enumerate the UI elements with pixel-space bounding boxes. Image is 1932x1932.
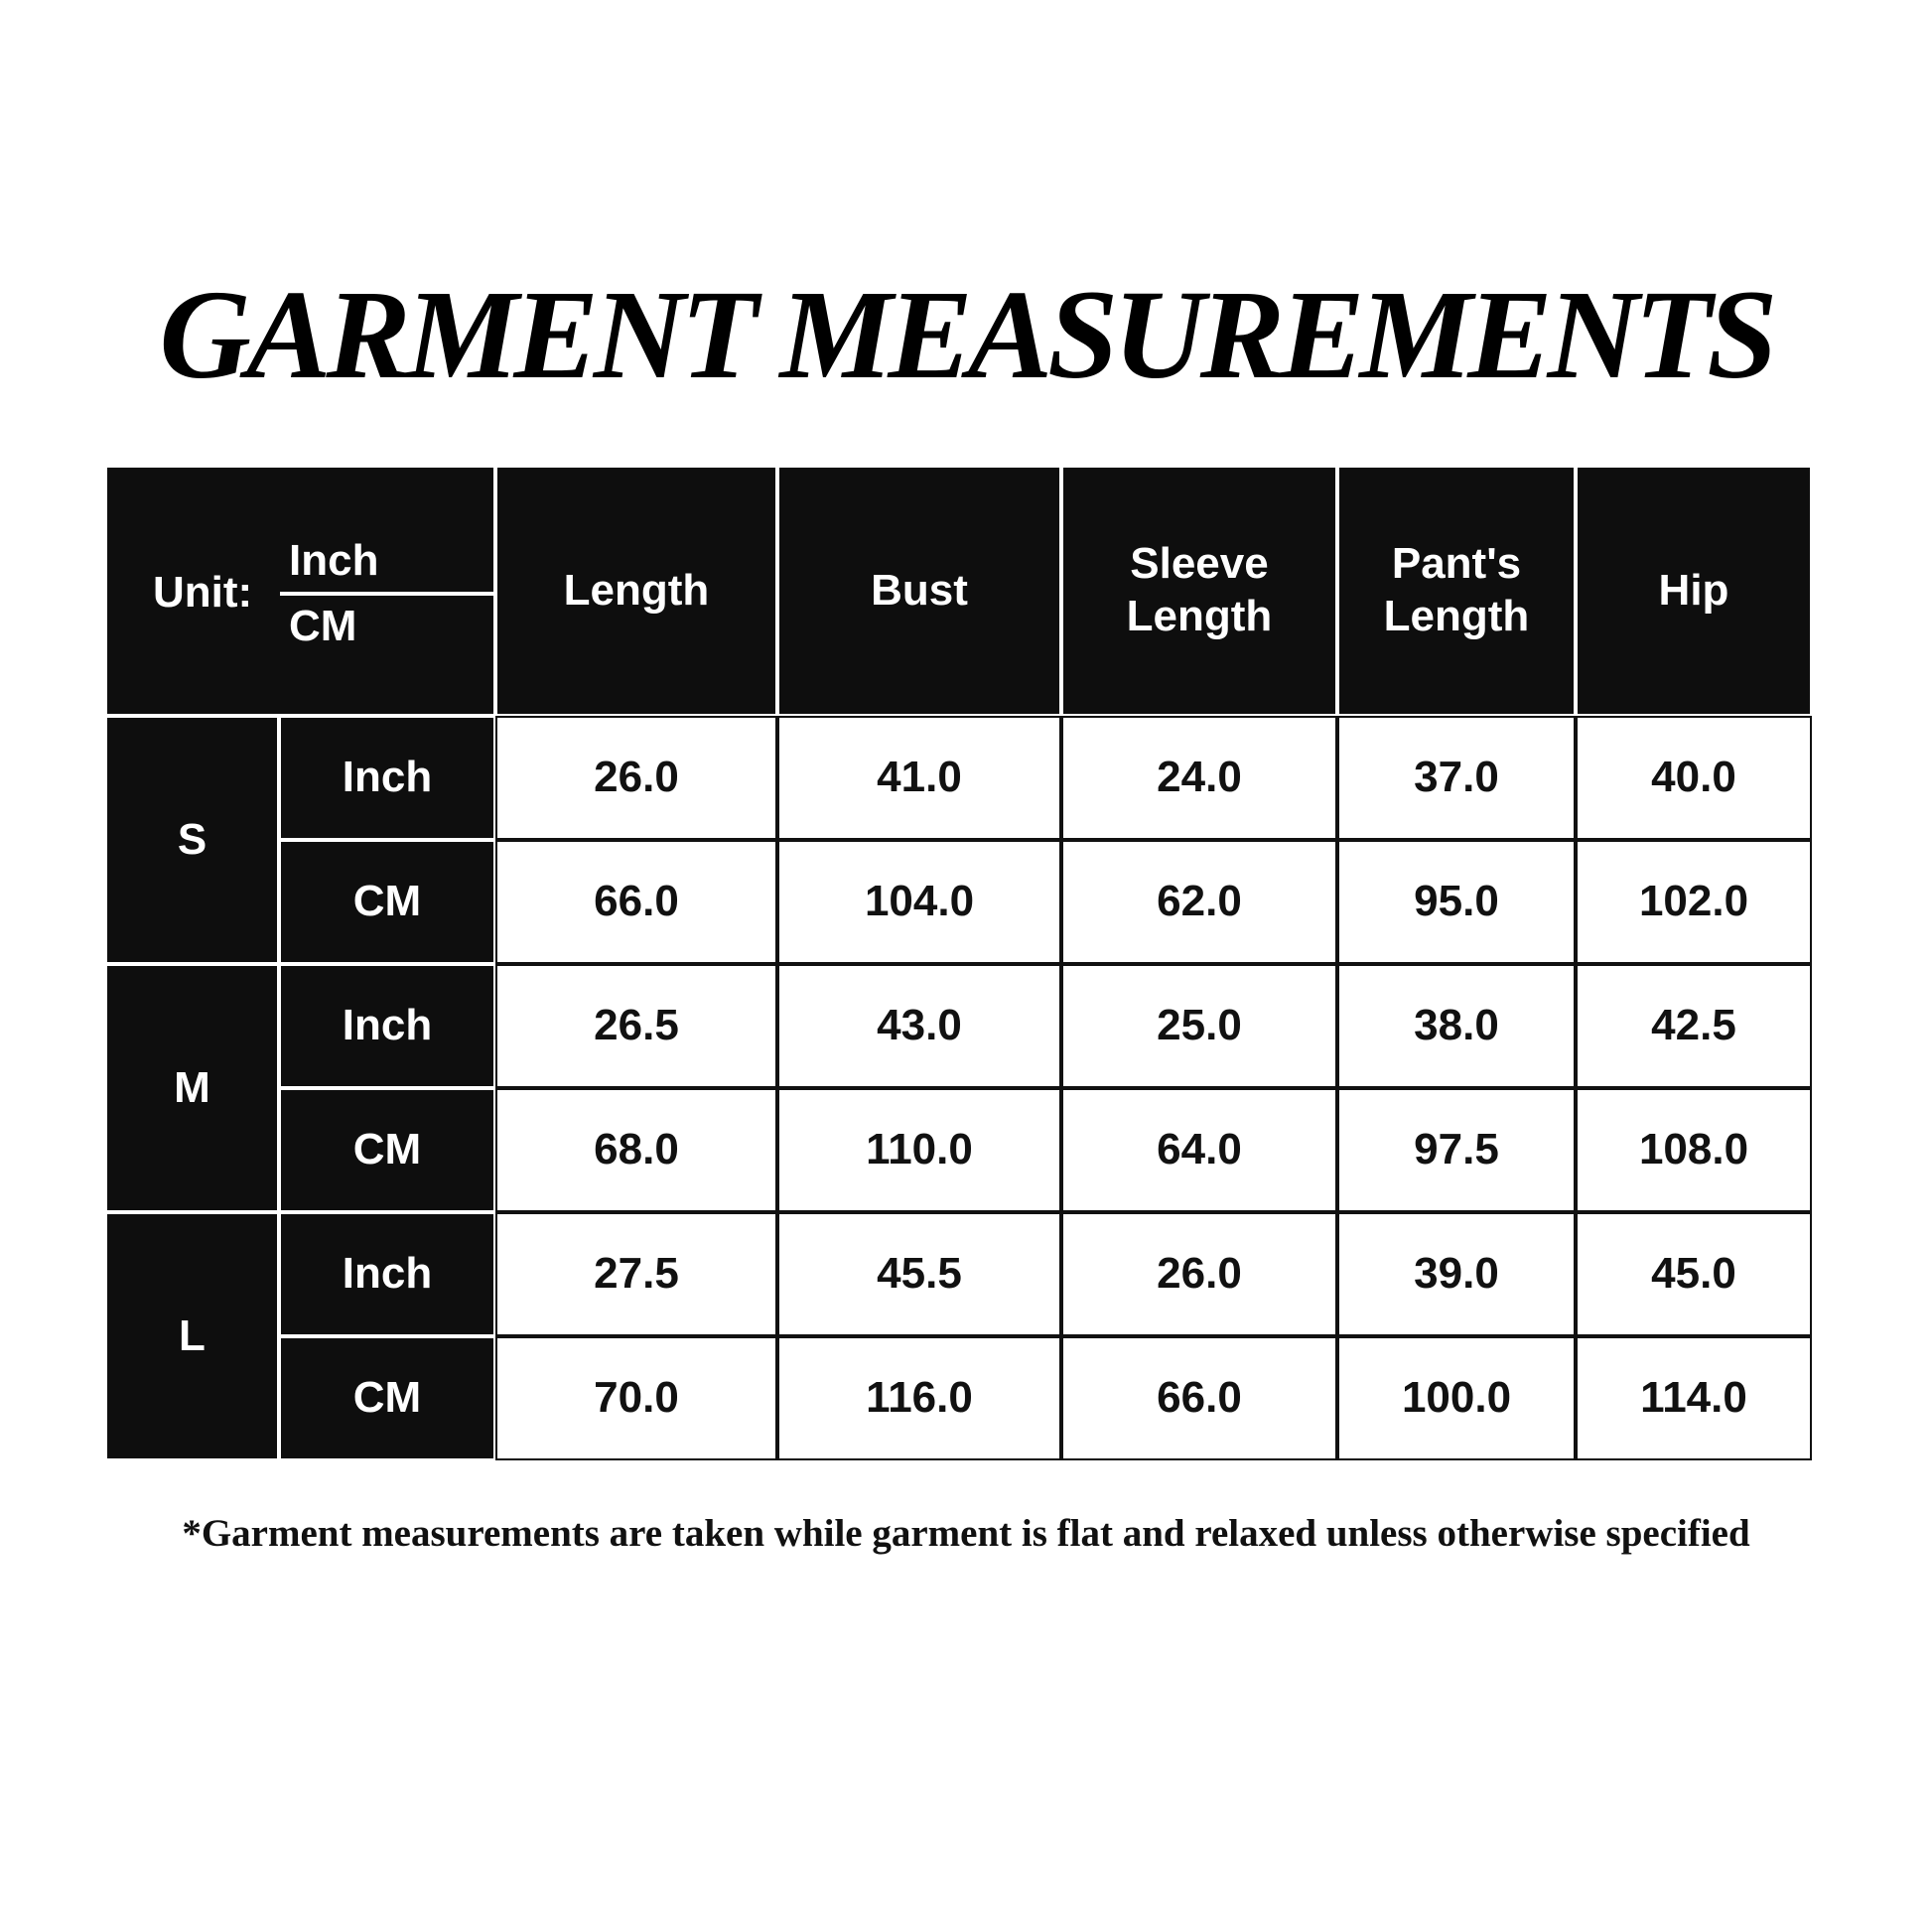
measurement-cell: 25.0 bbox=[1061, 964, 1337, 1088]
measurement-cell: 45.0 bbox=[1576, 1212, 1812, 1336]
measurement-cell: 26.0 bbox=[1061, 1212, 1337, 1336]
unit-header: Unit: Inch CM bbox=[105, 466, 495, 716]
size-chart-table: Unit: Inch CM Length Bust Sleeve Length Pan… bbox=[105, 466, 1812, 1460]
measurement-cell: 100.0 bbox=[1337, 1336, 1576, 1460]
unit-cell: CM bbox=[279, 1088, 495, 1212]
measurement-cell: 38.0 bbox=[1337, 964, 1576, 1088]
measurement-cell: 108.0 bbox=[1576, 1088, 1812, 1212]
measurement-cell: 24.0 bbox=[1061, 716, 1337, 840]
measurement-cell: 70.0 bbox=[495, 1336, 777, 1460]
measurement-cell: 64.0 bbox=[1061, 1088, 1337, 1212]
unit-cell: Inch bbox=[279, 964, 495, 1088]
unit-cell: CM bbox=[279, 1336, 495, 1460]
footnote: *Garment measurements are taken while ga… bbox=[182, 1512, 1750, 1555]
page-title: GARMENT MEASUREMENTS bbox=[159, 264, 1778, 405]
measurement-cell: 116.0 bbox=[777, 1336, 1061, 1460]
column-header: Sleeve Length bbox=[1061, 466, 1337, 716]
measurement-cell: 114.0 bbox=[1576, 1336, 1812, 1460]
measurement-cell: 26.5 bbox=[495, 964, 777, 1088]
size-label: L bbox=[105, 1212, 279, 1460]
measurement-cell: 45.5 bbox=[777, 1212, 1061, 1336]
unit-label: Unit: bbox=[153, 568, 253, 617]
size-label: S bbox=[105, 716, 279, 964]
unit-cm: CM bbox=[289, 602, 357, 650]
measurement-cell: 43.0 bbox=[777, 964, 1061, 1088]
measurement-cell: 37.0 bbox=[1337, 716, 1576, 840]
measurement-cell: 26.0 bbox=[495, 716, 777, 840]
measurement-cell: 95.0 bbox=[1337, 840, 1576, 964]
measurement-cell: 62.0 bbox=[1061, 840, 1337, 964]
measurement-cell: 39.0 bbox=[1337, 1212, 1576, 1336]
unit-divider bbox=[280, 592, 493, 596]
unit-inch: Inch bbox=[289, 536, 379, 585]
measurement-cell: 66.0 bbox=[1061, 1336, 1337, 1460]
column-header: Length bbox=[495, 466, 777, 716]
column-header: Hip bbox=[1576, 466, 1812, 716]
unit-cell: CM bbox=[279, 840, 495, 964]
measurement-cell: 27.5 bbox=[495, 1212, 777, 1336]
unit-cell: Inch bbox=[279, 716, 495, 840]
measurement-cell: 110.0 bbox=[777, 1088, 1061, 1212]
unit-cell: Inch bbox=[279, 1212, 495, 1336]
column-header: Pant's Length bbox=[1337, 466, 1576, 716]
measurement-cell: 104.0 bbox=[777, 840, 1061, 964]
measurement-cell: 42.5 bbox=[1576, 964, 1812, 1088]
measurement-cell: 68.0 bbox=[495, 1088, 777, 1212]
size-label: M bbox=[105, 964, 279, 1212]
measurement-cell: 66.0 bbox=[495, 840, 777, 964]
measurement-cell: 40.0 bbox=[1576, 716, 1812, 840]
measurement-cell: 102.0 bbox=[1576, 840, 1812, 964]
measurement-cell: 41.0 bbox=[777, 716, 1061, 840]
measurement-cell: 97.5 bbox=[1337, 1088, 1576, 1212]
column-header: Bust bbox=[777, 466, 1061, 716]
